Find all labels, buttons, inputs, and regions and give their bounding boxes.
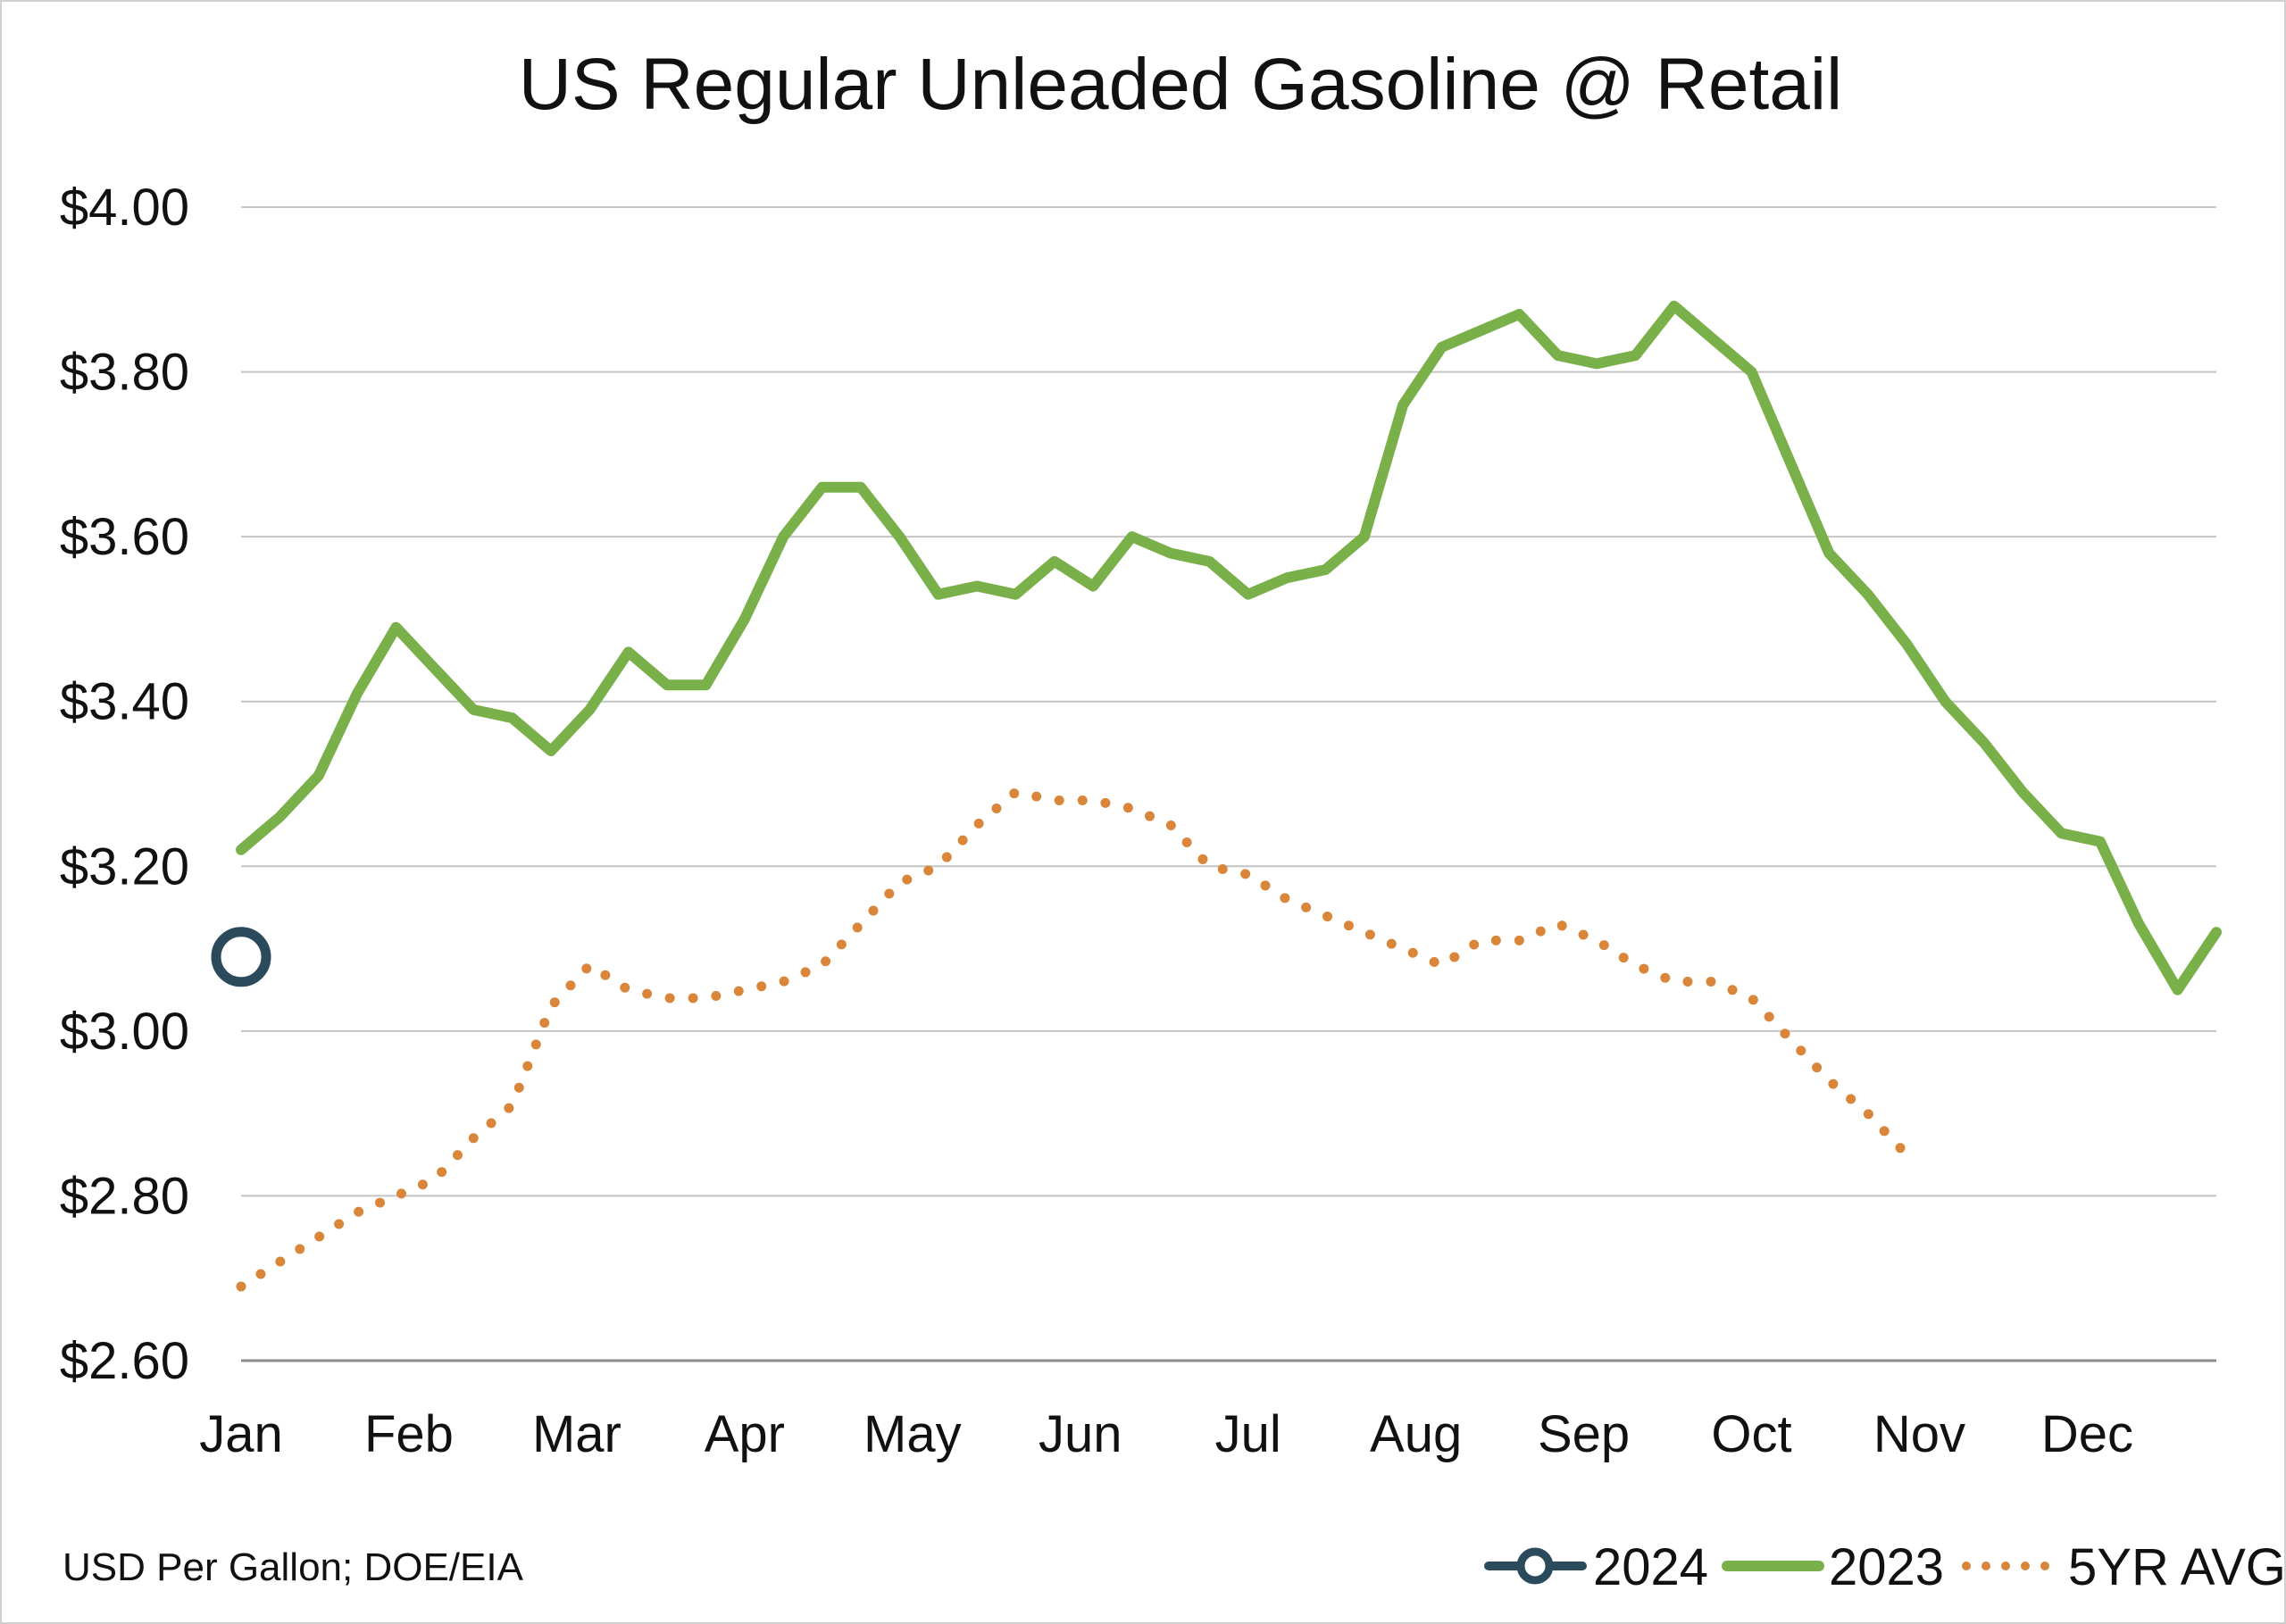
y-tick-label: $3.60	[60, 508, 189, 566]
x-tick-label: Mar	[532, 1405, 622, 1463]
x-tick-label: Dec	[2041, 1405, 2133, 1463]
y-tick-label: $3.20	[60, 837, 189, 895]
x-tick-label: Nov	[1873, 1405, 1965, 1463]
source-note: USD Per Gallon; DOE/EIA	[63, 1545, 524, 1589]
legend-label-5yr-avg: 5YR AVG	[2068, 1538, 2284, 1596]
x-tick-label: May	[864, 1405, 962, 1463]
y-tick-label: $4.00	[60, 179, 189, 237]
x-axis-tick-labels: Jan Feb Mar Apr May Jun Jul Aug Sep Oct Nov Dec	[199, 1405, 2133, 1463]
x-tick-label: Jun	[1039, 1405, 1122, 1463]
line-2023	[236, 300, 2222, 995]
x-tick-label: Aug	[1370, 1405, 1462, 1463]
gridlines	[241, 206, 2216, 1362]
x-tick-label: Apr	[705, 1405, 785, 1463]
legend-label-2024: 2024	[1593, 1538, 1708, 1596]
series-2024	[211, 927, 271, 987]
legend-label-2023: 2023	[1829, 1538, 1944, 1596]
y-tick-label: $3.00	[60, 1003, 189, 1061]
legend: 2024 2023 5YR AVG	[1484, 1538, 2284, 1596]
series-2023	[236, 300, 2222, 995]
point-2024	[211, 927, 271, 987]
y-axis-tick-labels: $4.00 $3.80 $3.60 $3.40 $3.20 $3.00 $2.80 $2.60	[60, 179, 189, 1390]
x-tick-label: Feb	[364, 1405, 454, 1463]
y-tick-label: $2.80	[60, 1167, 189, 1225]
series-5yr-avg	[236, 787, 1912, 1292]
y-tick-label: $3.80	[60, 344, 189, 402]
x-tick-label: Jul	[1215, 1405, 1281, 1463]
chart-title: US Regular Unleaded Gasoline @ Retail	[519, 44, 1843, 125]
x-tick-label: Jan	[199, 1405, 283, 1463]
legend-marker-2024	[1516, 1547, 1554, 1585]
x-tick-label: Oct	[1711, 1405, 1791, 1463]
y-tick-label: $3.40	[60, 673, 189, 731]
line-5yr-avg	[236, 787, 1912, 1292]
x-tick-label: Sep	[1538, 1405, 1630, 1463]
y-tick-label: $2.60	[60, 1332, 189, 1390]
